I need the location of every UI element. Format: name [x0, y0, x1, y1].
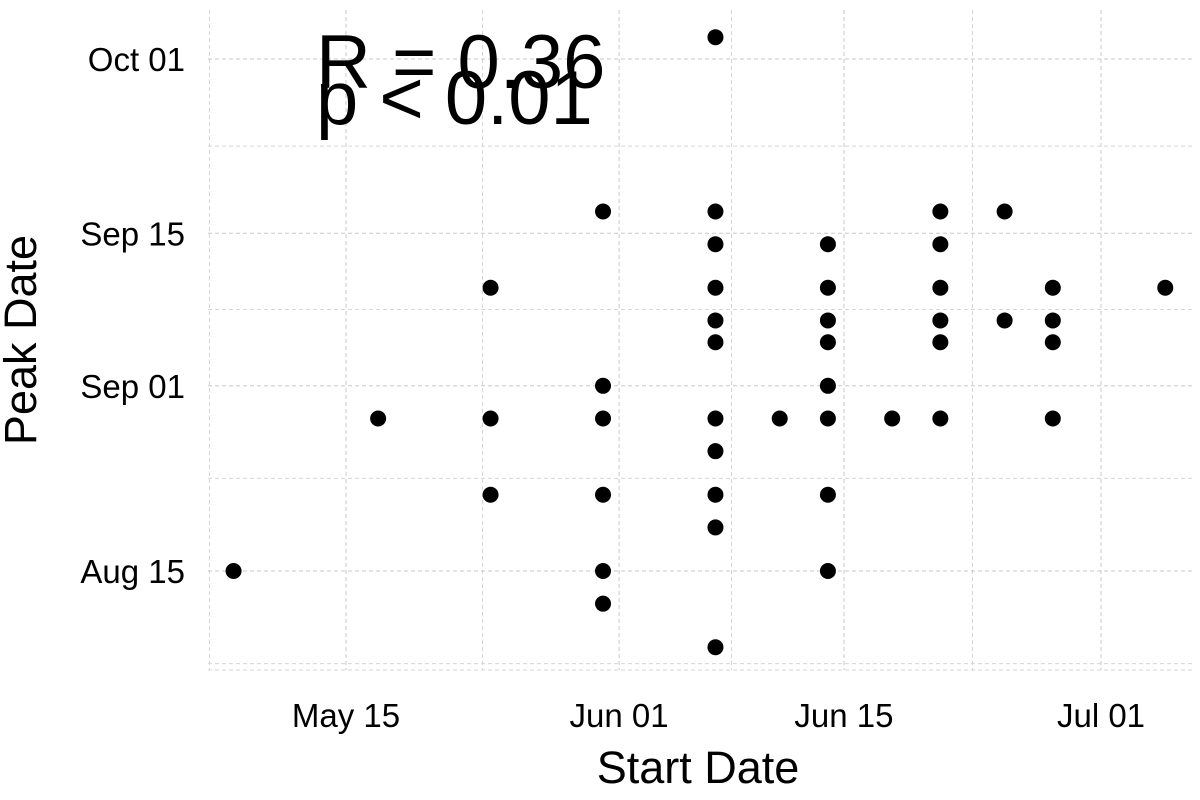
scatter-point — [707, 443, 724, 460]
scatter-point — [819, 334, 836, 351]
data-points — [225, 29, 1174, 656]
scatter-point — [996, 203, 1013, 220]
correlation-annotation: R = 0.36 p < 0.01 — [316, 20, 605, 141]
x-tick-label: Jun 01 — [570, 697, 669, 734]
scatter-point — [482, 279, 499, 296]
gridlines — [208, 10, 1192, 671]
scatter-point — [819, 279, 836, 296]
scatter-point — [1044, 312, 1061, 329]
scatter-point — [819, 410, 836, 427]
y-axis-title: Peak Date — [0, 235, 46, 445]
scatter-point — [707, 29, 724, 46]
scatter-point — [996, 312, 1013, 329]
scatter-point — [932, 203, 949, 220]
scatter-point — [595, 410, 612, 427]
scatter-point — [819, 236, 836, 253]
y-tick-label: Oct 01 — [88, 41, 185, 78]
y-tick-label: Sep 01 — [80, 368, 185, 405]
scatter-point — [707, 486, 724, 503]
scatter-point — [1044, 410, 1061, 427]
scatter-point — [225, 563, 242, 579]
scatter-point — [595, 377, 612, 394]
y-tick-label: Aug 15 — [80, 553, 185, 590]
annotation-r-value: R = 0.36 — [316, 20, 605, 105]
scatter-point — [707, 279, 724, 296]
scatter-point — [932, 236, 949, 253]
scatter-point — [370, 410, 387, 427]
scatter-point — [595, 486, 612, 503]
scatter-point — [707, 334, 724, 351]
scatter-point — [707, 203, 724, 220]
annotation-p-value: p < 0.01 — [316, 56, 593, 141]
x-axis-title: Start Date — [597, 742, 800, 793]
scatter-point — [819, 486, 836, 503]
scatter-point — [819, 377, 836, 394]
scatter-point — [819, 312, 836, 329]
scatter-point — [819, 563, 836, 579]
scatter-point — [595, 563, 612, 579]
scatter-point — [771, 410, 788, 427]
x-tick-label: Jun 15 — [794, 697, 893, 734]
scatter-point — [482, 486, 499, 503]
scatter-point — [932, 312, 949, 329]
scatter-point — [1044, 279, 1061, 296]
tick-labels: May 15 Jun 01 Jun 15 Jul 01 Aug 15 Sep 01 Sep … — [80, 41, 1145, 734]
scatter-point — [932, 279, 949, 296]
scatter-point — [1044, 334, 1061, 351]
scatter-point — [932, 410, 949, 427]
scatter-point — [595, 595, 612, 612]
scatter-point — [932, 334, 949, 351]
scatter-point — [1157, 279, 1174, 296]
x-tick-label: May 15 — [292, 697, 400, 734]
y-tick-label: Sep 15 — [80, 215, 185, 252]
scatter-point — [482, 410, 499, 427]
scatter-point — [884, 410, 901, 427]
scatter-point — [707, 410, 724, 427]
scatter-point — [595, 203, 612, 220]
scatter-point — [707, 312, 724, 329]
x-tick-label: Jul 01 — [1057, 697, 1145, 734]
scatter-point — [707, 236, 724, 253]
scatter-point — [707, 519, 724, 536]
scatter-point — [707, 639, 724, 656]
